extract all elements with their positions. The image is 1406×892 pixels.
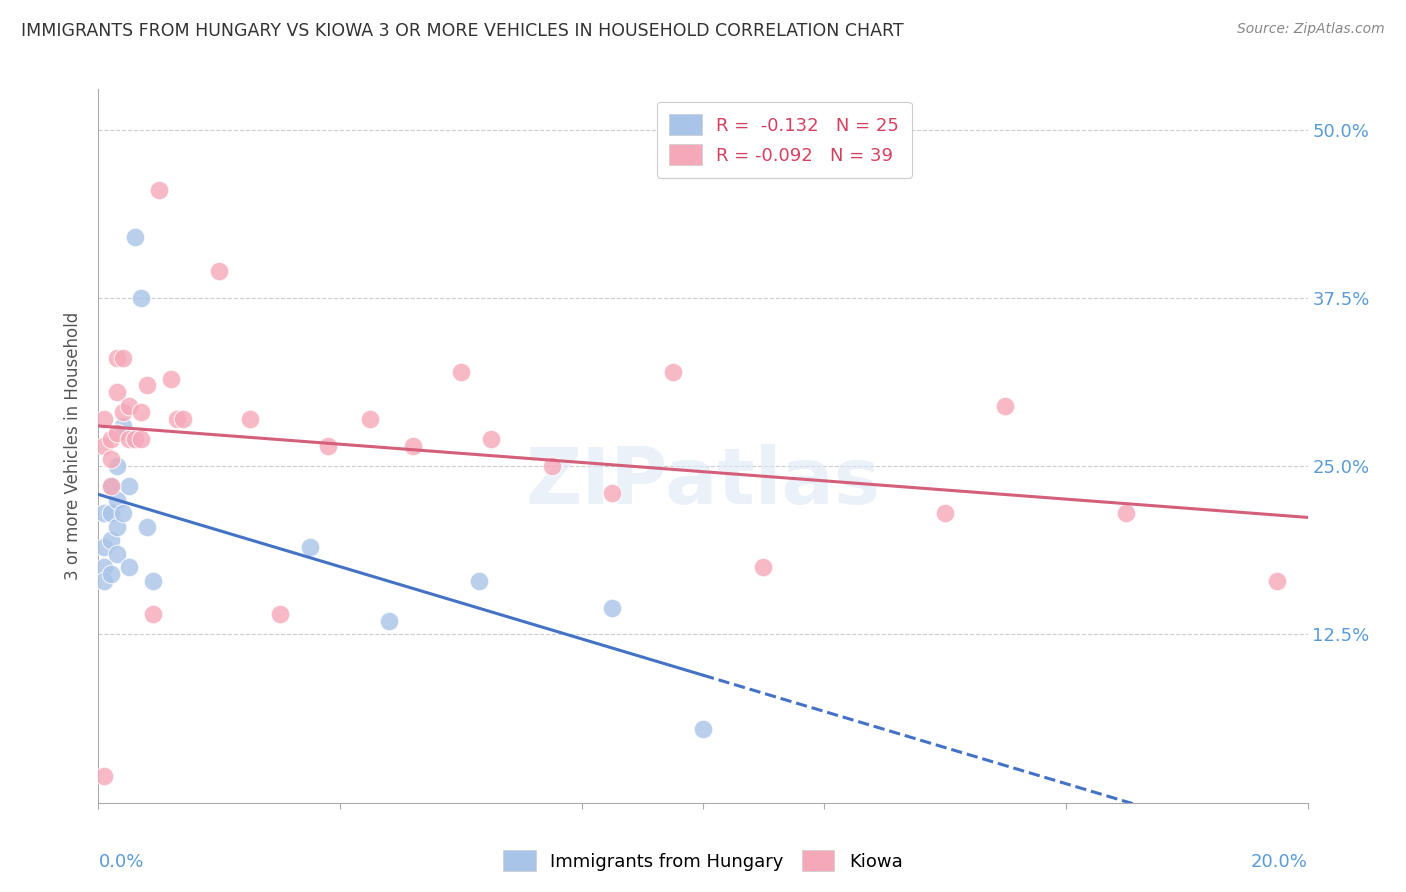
Point bbox=[540, 459, 562, 474]
Point bbox=[360, 412, 382, 426]
Point bbox=[160, 372, 183, 386]
Legend: R =  -0.132   N = 25, R = -0.092   N = 39: R = -0.132 N = 25, R = -0.092 N = 39 bbox=[657, 102, 911, 178]
Point bbox=[239, 412, 262, 426]
Point bbox=[142, 607, 165, 622]
Point bbox=[481, 432, 503, 446]
Point bbox=[752, 560, 775, 574]
Point bbox=[124, 230, 146, 244]
Point bbox=[105, 459, 128, 474]
Point bbox=[208, 264, 231, 278]
Point bbox=[142, 574, 165, 588]
Point bbox=[148, 183, 170, 197]
Point bbox=[135, 378, 157, 392]
Point bbox=[100, 479, 122, 493]
Legend: Immigrants from Hungary, Kiowa: Immigrants from Hungary, Kiowa bbox=[496, 843, 910, 879]
Point bbox=[93, 439, 115, 453]
Point bbox=[166, 412, 188, 426]
Text: ZIPatlas: ZIPatlas bbox=[526, 443, 880, 520]
Point bbox=[100, 452, 122, 467]
Point bbox=[100, 533, 122, 548]
Point bbox=[118, 432, 141, 446]
Point bbox=[105, 520, 128, 534]
Point bbox=[105, 425, 128, 440]
Text: IMMIGRANTS FROM HUNGARY VS KIOWA 3 OR MORE VEHICLES IN HOUSEHOLD CORRELATION CHA: IMMIGRANTS FROM HUNGARY VS KIOWA 3 OR MO… bbox=[21, 22, 904, 40]
Point bbox=[118, 560, 141, 574]
Point bbox=[269, 607, 291, 622]
Point bbox=[129, 405, 152, 419]
Point bbox=[934, 506, 956, 520]
Point bbox=[111, 351, 134, 366]
Point bbox=[93, 506, 115, 520]
Point bbox=[994, 399, 1017, 413]
Point bbox=[129, 291, 152, 305]
Point bbox=[93, 412, 115, 426]
Y-axis label: 3 or more Vehicles in Household: 3 or more Vehicles in Household bbox=[65, 312, 83, 580]
Point bbox=[105, 492, 128, 507]
Point bbox=[100, 506, 122, 520]
Point bbox=[402, 439, 425, 453]
Point bbox=[692, 722, 714, 736]
Point bbox=[468, 574, 491, 588]
Point bbox=[100, 566, 122, 581]
Point bbox=[105, 385, 128, 400]
Point bbox=[602, 600, 624, 615]
Point bbox=[135, 520, 157, 534]
Point bbox=[100, 479, 122, 493]
Point bbox=[450, 365, 472, 379]
Text: 20.0%: 20.0% bbox=[1251, 853, 1308, 871]
Point bbox=[299, 540, 322, 554]
Point bbox=[111, 405, 134, 419]
Point bbox=[377, 614, 399, 628]
Point bbox=[172, 412, 194, 426]
Point bbox=[316, 439, 339, 453]
Point bbox=[602, 486, 624, 500]
Point bbox=[1115, 506, 1137, 520]
Point bbox=[105, 351, 128, 366]
Point bbox=[118, 399, 141, 413]
Point bbox=[100, 432, 122, 446]
Point bbox=[93, 769, 115, 783]
Point bbox=[111, 506, 134, 520]
Point bbox=[111, 418, 134, 433]
Point bbox=[129, 432, 152, 446]
Point bbox=[105, 547, 128, 561]
Point bbox=[93, 540, 115, 554]
Point bbox=[1267, 574, 1289, 588]
Point bbox=[118, 479, 141, 493]
Point bbox=[93, 574, 115, 588]
Point bbox=[93, 560, 115, 574]
Point bbox=[661, 365, 683, 379]
Text: 0.0%: 0.0% bbox=[98, 853, 143, 871]
Text: Source: ZipAtlas.com: Source: ZipAtlas.com bbox=[1237, 22, 1385, 37]
Point bbox=[124, 432, 146, 446]
